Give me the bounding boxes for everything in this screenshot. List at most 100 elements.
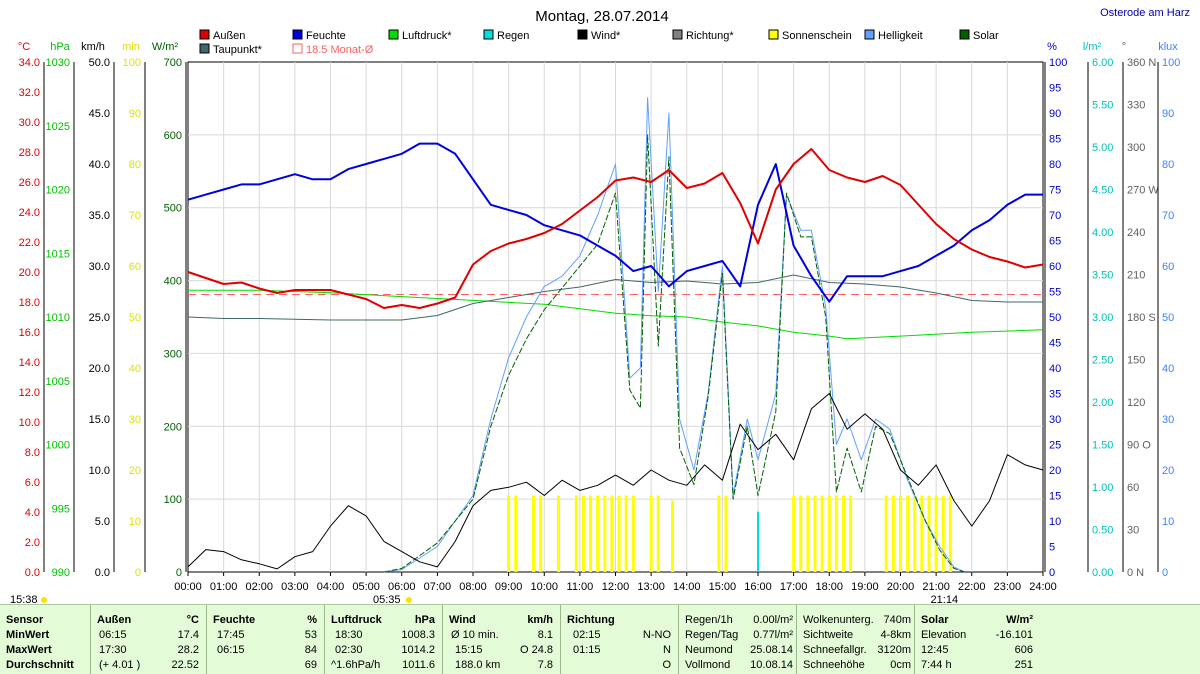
x-tick-label: 15:00 [709, 581, 737, 593]
legend-swatch [577, 29, 588, 40]
right-axis-tick: 60 [1127, 482, 1139, 494]
left-axis-tick: 70 [129, 210, 141, 222]
schneehoehe-label: Schneehöhe [803, 659, 865, 671]
right-axis-tick: 360 N [1127, 57, 1156, 69]
x-tick-label: 12:00 [602, 581, 630, 593]
left-axis-tick: 990 [52, 567, 70, 579]
left-axis-tick: 1020 [46, 185, 70, 197]
series-line-taupunkt [187, 274, 1043, 321]
sunshine-bar [671, 500, 674, 572]
elevation-label: Elevation [921, 629, 967, 641]
left-axis-tick: 300 [164, 348, 182, 360]
druck-unit: hPa [414, 614, 435, 626]
feuchte-header: Feuchte [213, 614, 256, 626]
sunshine-bar [649, 495, 653, 572]
sunshine-bar [574, 495, 578, 572]
right-axis-tick: 6.00 [1092, 57, 1113, 69]
x-tick-label: 17:00 [780, 581, 808, 593]
druck-min-time: 18:30 [335, 629, 363, 641]
x-tick-label: 20:00 [887, 581, 915, 593]
weather-chart: Montag, 28.07.2014 Osterode am Harz Außen F… [10, 7, 1190, 604]
right-axis-tick: 3.00 [1092, 312, 1113, 324]
left-axis-tick: 40 [129, 363, 141, 375]
left-axis-tick: 45.0 [89, 108, 110, 120]
right-axis-tick: 90 [1049, 108, 1061, 120]
left-axis-tick: 500 [164, 203, 182, 215]
right-axis-tick: 95 [1049, 83, 1061, 95]
legend-label: Solar [973, 30, 999, 42]
x-tick-label: 10:00 [530, 581, 558, 593]
druck-max-time: 02:30 [335, 644, 363, 656]
solar-column: Solar W/m² Elevation -16.101 12:45 606 7… [914, 605, 1037, 674]
feuchte-max-time: 06:15 [217, 644, 245, 656]
x-tick-label: 19:00 [851, 581, 879, 593]
left-axis-unit: km/h [81, 41, 105, 53]
right-axis-tick: 60 [1162, 261, 1174, 273]
left-axis-tick: 8.0 [25, 447, 40, 459]
left-axis-tick: 10 [129, 516, 141, 528]
left-axis-tick: 35.0 [89, 210, 110, 222]
now-marker-icon [41, 597, 47, 603]
legend-swatch [672, 29, 683, 40]
legend-swatch [199, 43, 210, 54]
legend-label: Wind* [591, 30, 621, 42]
left-axis-tick: 400 [164, 276, 182, 288]
right-axis-tick: 30 [1162, 414, 1174, 426]
wind-column: Wind km/h Ø 10 min. 8.1 15:15 O 24.8 188… [442, 605, 561, 674]
sunshine-bar [799, 495, 803, 572]
sensor-header: Sensor [6, 614, 44, 626]
sunshine-bar [717, 495, 721, 572]
vollmond-value: 10.08.14 [750, 659, 793, 671]
right-axis-tick: 120 [1127, 397, 1145, 409]
left-axis-tick: 1015 [46, 248, 70, 260]
sunshine-bar [849, 495, 853, 572]
right-axis-tick: 180 S [1127, 312, 1156, 324]
left-axis-tick: 14.0 [19, 357, 40, 369]
sunshine-bar [913, 495, 917, 572]
aussen-min-time: 06:15 [99, 629, 127, 641]
solar-unit: W/m² [1006, 614, 1033, 626]
sunshine-bar [906, 495, 910, 572]
x-tick-label: 09:00 [495, 581, 523, 593]
left-axis-tick: 20.0 [19, 267, 40, 279]
right-axis-tick: 2.00 [1092, 397, 1113, 409]
left-axis-tick: 16.0 [19, 327, 40, 339]
wolkenunterg-label: Wolkenunterg. [803, 614, 874, 626]
right-axis-unit: l/m² [1083, 41, 1102, 53]
right-axis-tick: 50 [1162, 312, 1174, 324]
sunshine-bar [631, 495, 635, 572]
x-tick-label: 00:00 [174, 581, 202, 593]
sunshine-bar [581, 495, 585, 572]
left-axis-tick: 100 [123, 57, 141, 69]
left-axis-tick: 90 [129, 108, 141, 120]
row-label-avg: Durchschnitt [6, 659, 74, 671]
schneehoehe-value: 0cm [890, 659, 911, 671]
sunshine-bar [656, 495, 660, 572]
x-tick-label: 23:00 [994, 581, 1022, 593]
legend-swatch [292, 43, 303, 54]
legend-label: Richtung* [686, 30, 734, 42]
sichtweite-label: Sichtweite [803, 629, 854, 641]
left-axis-tick: 34.0 [19, 57, 40, 69]
druck-avg-value: 1011.6 [402, 659, 435, 671]
sunshine-bar [610, 495, 614, 572]
regen-1h-label: Regen/1h [685, 614, 733, 626]
solar-max-value: 606 [1014, 644, 1033, 656]
right-axis-tick: 90 [1162, 108, 1174, 120]
x-tick-label: 13:00 [637, 581, 665, 593]
right-axis-tick: 150 [1127, 355, 1145, 367]
regen-1h-value: 0.00l/m² [753, 614, 793, 626]
richtung-min-value: N-NO [642, 629, 671, 641]
sunshine-bar [941, 495, 945, 572]
sunshine-bar [934, 495, 938, 572]
legend-label: 18.5 Monat-Ø [306, 44, 374, 56]
left-axis-tick: 0.0 [25, 567, 40, 579]
regen-tag-value: 0.77l/m² [753, 629, 793, 641]
location-label: Osterode am Harz [1100, 7, 1190, 19]
x-tick-label: 21:00 [922, 581, 950, 593]
left-axis-unit: min [122, 41, 140, 53]
richtung-avg-value: O [662, 659, 671, 671]
sunshine-bar [920, 495, 924, 572]
sunshine-bar [827, 495, 831, 572]
wind-max-value: O 24.8 [519, 644, 553, 656]
